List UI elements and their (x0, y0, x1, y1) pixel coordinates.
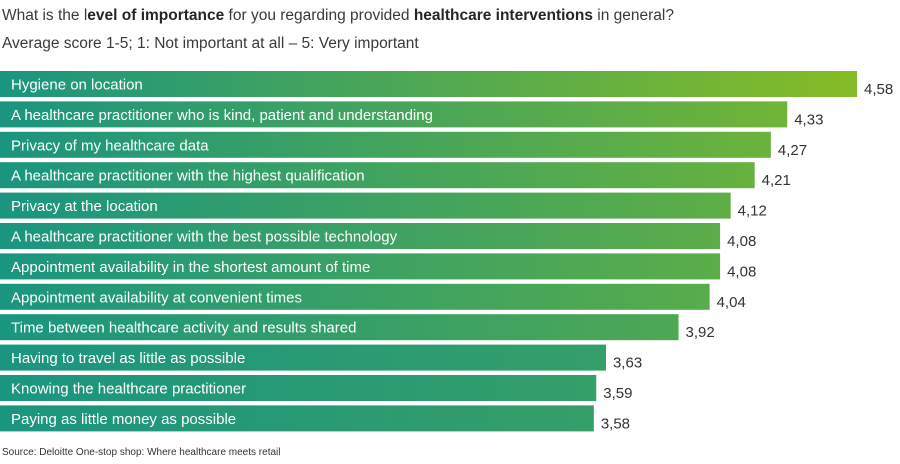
bar-value-label: 4,58 (864, 81, 893, 98)
bar (0, 253, 721, 280)
bar-value-label: 3,63 (613, 355, 642, 372)
bar (0, 192, 731, 219)
bar-value-label: 4,21 (762, 172, 791, 189)
chart-title-part: in general? (592, 7, 674, 24)
bar (0, 162, 755, 189)
bar (0, 344, 606, 371)
bar (0, 223, 721, 249)
chart-title-part: evel of importance (87, 7, 225, 24)
bar-chart: Hygiene on location 4,58 A healthcare prac… (0, 71, 893, 432)
bar-value-label: 4,33 (794, 111, 823, 128)
source-note: Source: Deloitte One-stop shop: Where he… (2, 447, 281, 458)
bar (0, 283, 710, 310)
bar-category-label: Appointment availability at convenient t… (11, 289, 302, 306)
bar-group: Hygiene on location 4,58 A healthcare prac… (0, 71, 893, 432)
bar-value-label: 4,27 (778, 142, 807, 159)
chart-title-part: What is the l (2, 7, 88, 24)
chart-title-part: healthcare interventions (413, 7, 593, 24)
bar (0, 131, 771, 158)
bar-category-label: Appointment availability in the shortest… (11, 259, 370, 276)
bar-category-label: A healthcare practitioner with the best … (11, 229, 398, 246)
bar-category-label: Privacy of my healthcare data (11, 137, 209, 154)
bar-category-label: Privacy at the location (11, 198, 158, 215)
bar-category-label: Hygiene on location (11, 77, 143, 94)
bar (0, 71, 857, 97)
bar-value-label: 3,59 (603, 385, 632, 402)
bar-category-label: A healthcare practitioner who is kind, p… (11, 107, 433, 124)
bar (0, 101, 788, 128)
bar-category-label: A healthcare practitioner with the highe… (11, 168, 365, 185)
chart-title: What is the level of importance for you … (2, 6, 674, 26)
bar (0, 405, 594, 432)
bar-category-label: Paying as little money as possible (11, 411, 236, 428)
bar-value-label: 4,12 (738, 203, 767, 220)
bar-category-label: Having to travel as little as possible (11, 350, 245, 367)
chart-subtitle: Average score 1-5; 1: Not important at a… (2, 35, 419, 52)
bar (0, 314, 679, 341)
bar (0, 375, 597, 401)
bar-value-label: 4,08 (727, 263, 756, 280)
bar-value-label: 4,04 (717, 294, 746, 311)
chart-title-part: for you regarding provided (224, 7, 414, 24)
bar-value-label: 3,58 (601, 415, 630, 432)
bar-value-label: 3,92 (686, 324, 715, 341)
bar-value-label: 4,08 (727, 233, 756, 250)
bar-category-label: Knowing the healthcare practitioner (11, 381, 246, 398)
bar-category-label: Time between healthcare activity and res… (11, 320, 356, 337)
